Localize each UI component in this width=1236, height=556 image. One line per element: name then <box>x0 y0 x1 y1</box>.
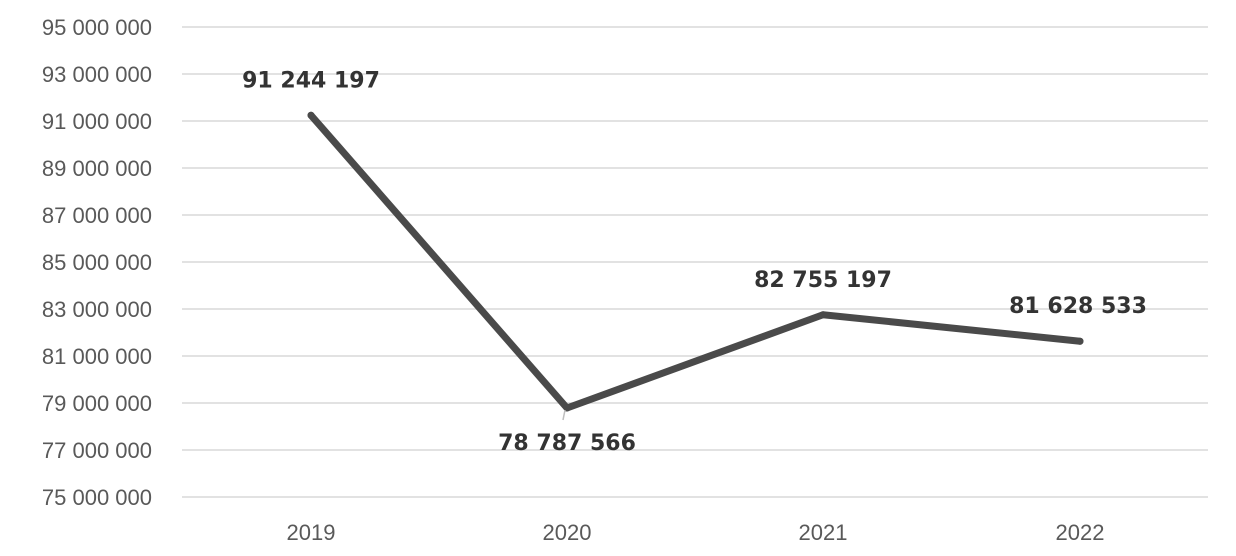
y-axis-tick-labels: 75 000 000 77 000 000 79 000 000 81 000 000… <box>42 15 152 510</box>
data-point <box>819 311 827 319</box>
y-tick-label: 87 000 000 <box>42 203 152 228</box>
y-tick-label: 77 000 000 <box>42 438 152 463</box>
data-label: 82 755 197 <box>754 268 892 293</box>
series-line <box>307 111 1084 412</box>
data-labels: 91 244 197 78 787 566 82 755 197 81 628 533 <box>242 68 1147 456</box>
data-label: 91 244 197 <box>242 68 380 93</box>
y-tick-label: 89 000 000 <box>42 156 152 181</box>
data-label: 81 628 533 <box>1009 294 1147 319</box>
series-line-group <box>307 111 1084 412</box>
x-tick-label: 2020 <box>543 520 592 545</box>
y-tick-label: 93 000 000 <box>42 62 152 87</box>
x-tick-label: 2022 <box>1056 520 1105 545</box>
data-point <box>307 111 315 119</box>
x-tick-label: 2019 <box>287 520 336 545</box>
y-tick-label: 95 000 000 <box>42 15 152 40</box>
data-point <box>1076 337 1084 345</box>
x-axis-tick-labels: 2019 2020 2021 2022 <box>287 520 1105 545</box>
y-tick-label: 83 000 000 <box>42 297 152 322</box>
y-tick-label: 79 000 000 <box>42 391 152 416</box>
data-label-leader <box>562 409 566 421</box>
x-tick-label: 2021 <box>799 520 848 545</box>
gridlines <box>182 26 1208 498</box>
y-tick-label: 81 000 000 <box>42 344 152 369</box>
data-point <box>563 404 571 412</box>
y-tick-label: 91 000 000 <box>42 109 152 134</box>
y-tick-label: 85 000 000 <box>42 250 152 275</box>
y-tick-label: 75 000 000 <box>42 485 152 510</box>
data-label: 78 787 566 <box>498 431 636 456</box>
